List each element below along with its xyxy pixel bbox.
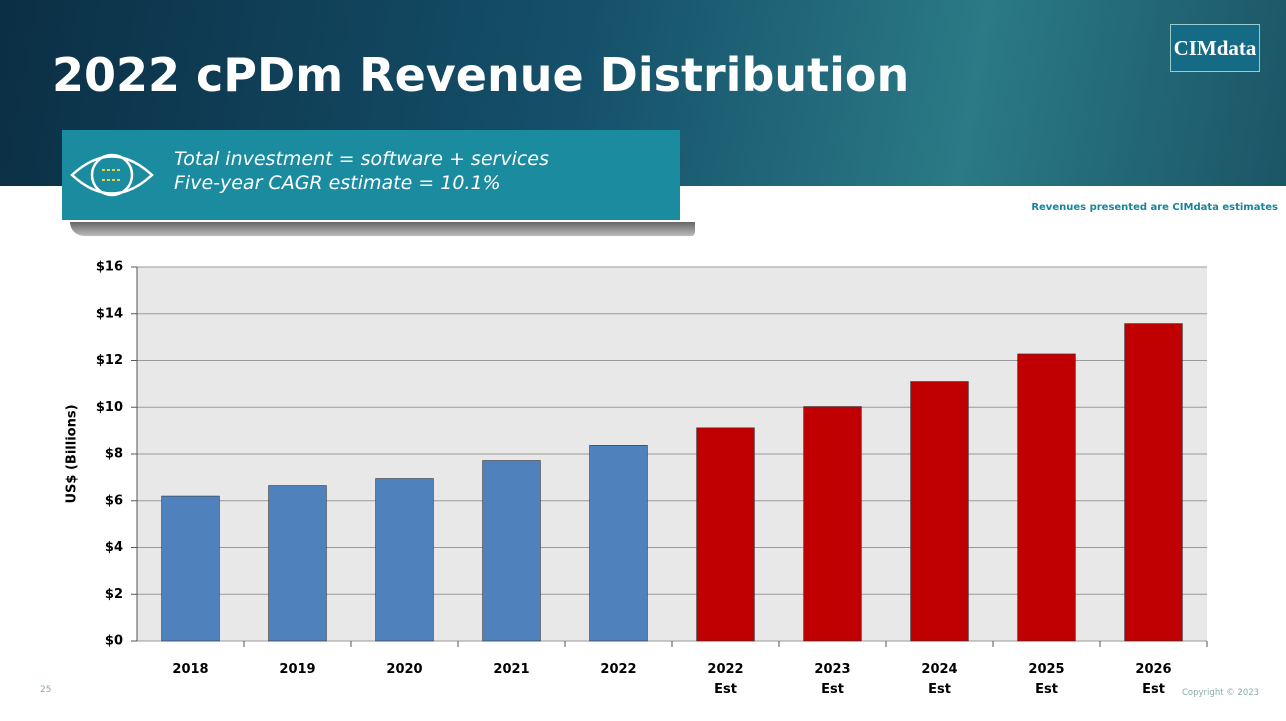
note: Revenues presented are CIMdata estimates xyxy=(1031,202,1278,213)
callout-text: Total investment = software + services xyxy=(174,148,549,170)
copyright: Copyright © 2023 xyxy=(1182,688,1260,698)
callout-text: Five-year CAGR estimate = 10.1% xyxy=(174,172,501,194)
x-tick-label: 2019 xyxy=(279,662,316,677)
bar xyxy=(161,495,220,642)
bar xyxy=(589,445,648,642)
chart-title: 2022 cPDm Revenue Distribution xyxy=(52,48,910,102)
page-number: 25 xyxy=(40,685,52,695)
plot-area xyxy=(137,267,1207,641)
x-tick-label: 2026 Est xyxy=(1135,662,1172,697)
bar xyxy=(268,485,327,642)
bar xyxy=(803,406,862,642)
y-tick-label: $14 xyxy=(96,306,123,321)
y-tick-label: $16 xyxy=(96,260,123,275)
x-tick-label: 2022 xyxy=(600,662,637,677)
callout-shadow xyxy=(70,222,695,236)
bar xyxy=(910,381,969,642)
bar xyxy=(1124,323,1183,642)
bar xyxy=(696,427,755,642)
y-tick-label: $2 xyxy=(105,587,123,602)
logo: CIMdata xyxy=(1170,24,1260,72)
bar xyxy=(375,478,434,642)
x-tick-label: 2024 Est xyxy=(921,662,958,697)
y-tick-label: $12 xyxy=(96,353,123,368)
x-tick-label: 2021 xyxy=(493,662,530,677)
x-tick-label: 2018 xyxy=(172,662,209,677)
y-axis-label: US$ (Billions) xyxy=(65,404,80,503)
x-tick-label: 2022 Est xyxy=(707,662,744,697)
callout: Total investment = software + services F… xyxy=(62,130,680,220)
y-tick-label: $8 xyxy=(105,447,123,462)
bar xyxy=(482,460,541,642)
eye-icon xyxy=(70,153,154,197)
x-tick-label: 2025 Est xyxy=(1028,662,1065,697)
y-tick-label: $4 xyxy=(105,540,123,555)
x-tick-label: 2020 xyxy=(386,662,423,677)
y-tick-label: $0 xyxy=(105,634,123,649)
bar xyxy=(1017,353,1076,642)
x-tick-label: 2023 Est xyxy=(814,662,851,697)
y-tick-label: $10 xyxy=(96,400,123,415)
y-tick-label: $6 xyxy=(105,493,123,508)
